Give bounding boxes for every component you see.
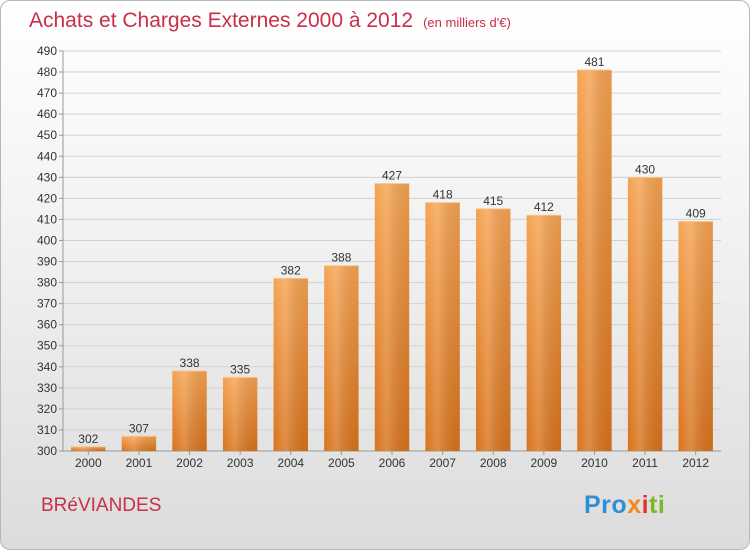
bar-shine [273,278,308,451]
bar-shine [476,208,511,451]
data-label-2005: 388 [331,251,351,265]
logo-part-2: x [627,491,642,519]
x-tick-label-2002: 2002 [176,456,203,470]
x-axis-ticks: 2000 2001 2002 2003 2004 2005 2006 2007 2008 2009… [75,451,709,470]
y-tick-label: 300 [37,444,57,458]
y-tick-label: 310 [37,423,57,437]
logo-part-3: i [641,491,650,519]
data-label-2002: 338 [180,356,200,370]
bar-shine [678,221,713,451]
data-label-2009: 412 [534,200,554,214]
y-tick-label: 450 [37,128,57,142]
data-label-2011: 430 [635,162,655,176]
bar-shine [71,446,106,451]
y-tick-label: 350 [37,339,57,353]
data-label-2003: 335 [230,362,250,376]
x-tick-label-2000: 2000 [75,456,102,470]
y-tick-label: 380 [37,276,57,290]
commune-name: BRéVIANDES [41,495,162,516]
bar-shine [324,265,359,451]
x-tick-label-2006: 2006 [379,456,406,470]
data-label-2008: 415 [483,194,503,208]
y-tick-label: 340 [37,360,57,374]
x-tick-label-2001: 2001 [126,456,153,470]
y-axis-ticks: 300 310 320 330 340 350 360 370 380 390 400 410 420 4… [37,44,721,458]
bar-shine [526,215,562,451]
y-tick-label: 330 [37,381,57,395]
x-tick-label-2010: 2010 [581,456,608,470]
y-tick-label: 370 [37,297,57,311]
bar-shine [577,69,612,452]
x-tick-label-2008: 2008 [480,456,507,470]
bar-shine [172,371,207,451]
x-tick-label-2009: 2009 [530,456,557,470]
data-label-2012: 409 [686,207,706,221]
data-label-2007: 418 [433,188,453,202]
data-labels: 302 307 338 335 382 388 427 418 415 412 481 430 409 [78,55,706,446]
chart-title: Achats et Charges Externes 2000 à 2012 (e… [29,9,511,33]
logo-part-4: ti [649,491,666,519]
logo-part-1: Pro [584,491,628,519]
y-tick-label: 390 [37,255,57,269]
chart-unit: (en milliers d'€) [423,15,511,30]
bar-chart: 300 310 320 330 340 350 360 370 380 390 400 410 420 4… [37,44,721,470]
data-label-2004: 382 [281,263,301,277]
x-tick-label-2007: 2007 [429,456,456,470]
data-label-2010: 481 [584,55,604,69]
bar-shine [374,183,410,451]
x-tick-label-2003: 2003 [227,456,254,470]
y-tick-label: 480 [37,65,57,79]
data-label-2006: 427 [382,169,402,183]
x-tick-label-2012: 2012 [682,456,709,470]
y-tick-label: 470 [37,86,57,100]
y-tick-label: 400 [37,233,57,247]
data-label-2001: 307 [129,421,149,435]
y-tick-label: 410 [37,212,57,226]
chart-title-text: Achats et Charges Externes 2000 à 2012 [29,9,414,32]
x-tick-label-2011: 2011 [632,456,658,470]
y-tick-label: 460 [37,107,57,121]
y-tick-label: 490 [37,44,57,58]
proxiti-logo[interactable]: Proxiti [584,491,665,520]
data-label-2000: 302 [78,432,98,446]
y-tick-label: 360 [37,318,57,332]
bar-shine [425,202,460,451]
y-tick-label: 430 [37,170,57,184]
y-tick-label: 440 [37,149,57,163]
y-tick-label: 420 [37,191,57,205]
bar-shine [121,436,157,451]
bar-shine [627,177,663,451]
y-tick-label: 320 [37,402,57,416]
x-tick-label-2004: 2004 [277,456,304,470]
bar-shine [222,377,258,451]
x-tick-label-2005: 2005 [328,456,355,470]
bars [71,69,713,452]
